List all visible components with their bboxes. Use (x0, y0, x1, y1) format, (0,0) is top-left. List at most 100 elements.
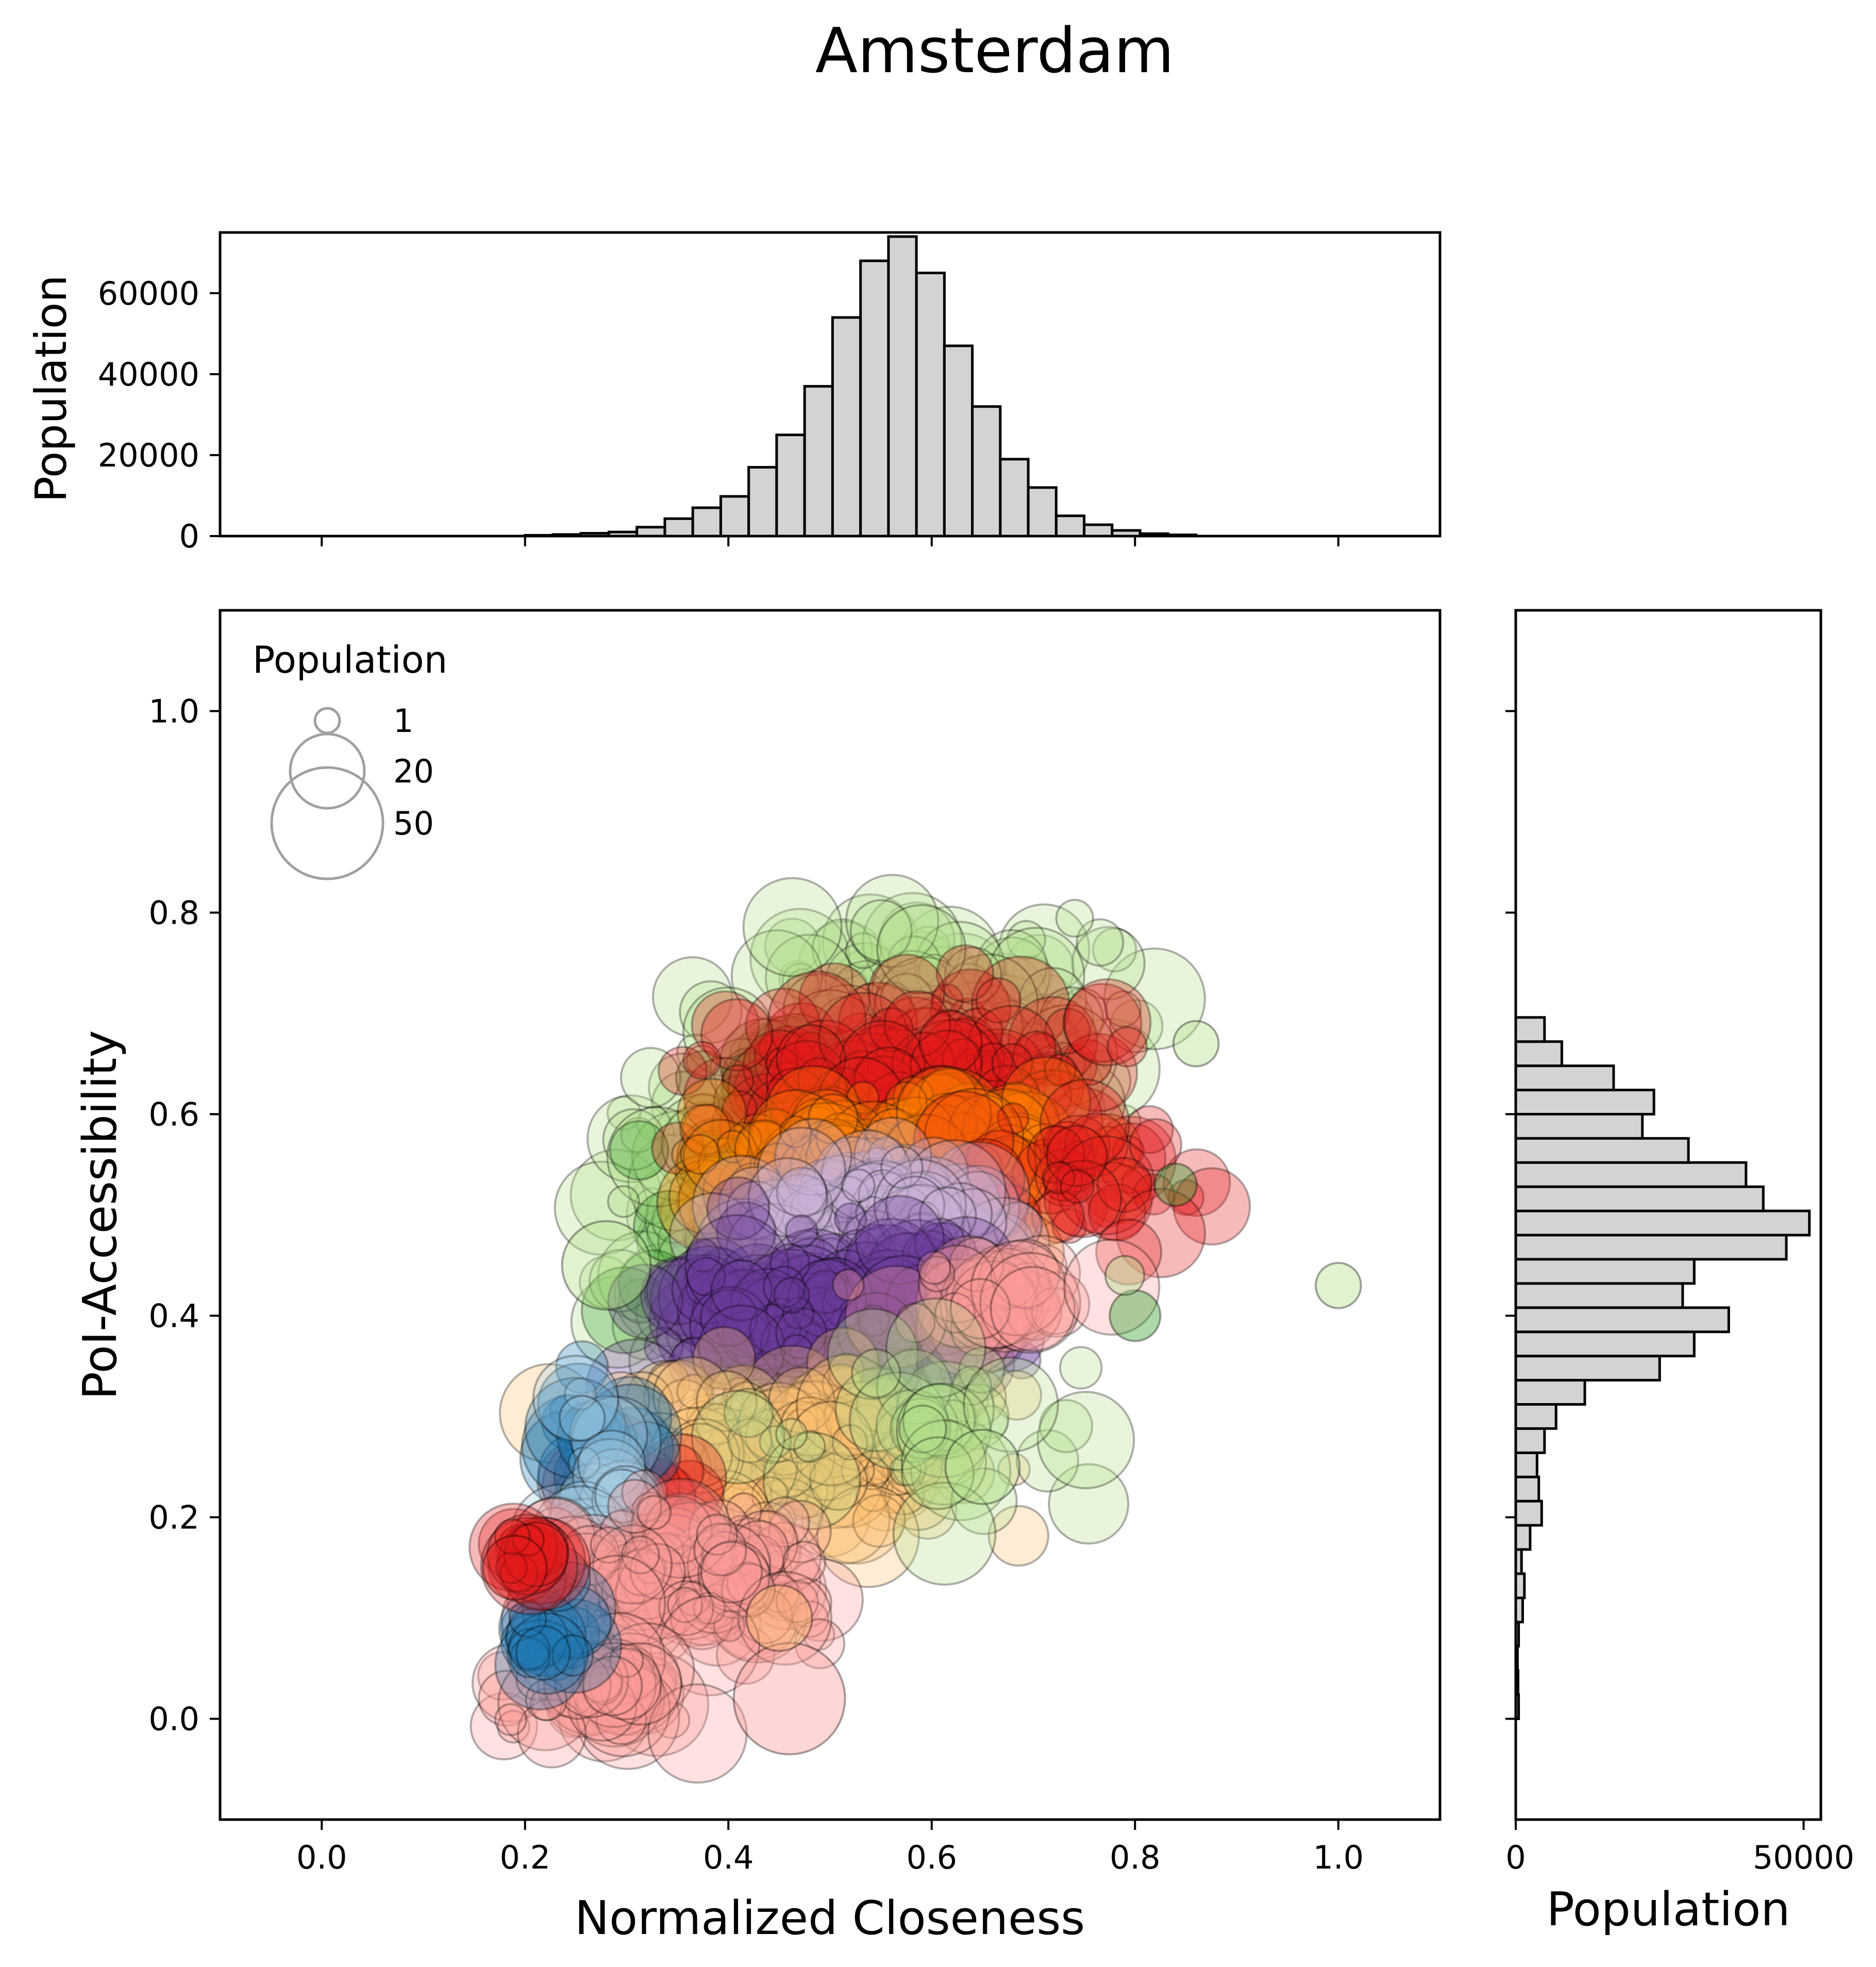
right-histogram-bar (1514, 1403, 1557, 1430)
scatter-point (779, 1019, 870, 1109)
scatter-point (882, 1458, 954, 1531)
scatter-point (880, 1145, 924, 1189)
scatter-point (998, 1113, 1059, 1173)
scatter-point (710, 1259, 773, 1322)
scatter-point (780, 1333, 813, 1367)
scatter-point (797, 921, 892, 1015)
scatter-point (856, 1377, 913, 1434)
scatter-point (834, 1050, 892, 1108)
scatter-point (898, 1480, 958, 1540)
scatter-point (749, 908, 850, 1009)
scatter-point (803, 1269, 848, 1314)
scatter-point (629, 1565, 672, 1607)
scatter-point (859, 1103, 904, 1148)
scatter-point (816, 1484, 920, 1588)
scatter-point (938, 1196, 981, 1239)
scatter-point (588, 1486, 640, 1538)
scatter-point (668, 1115, 739, 1187)
scatter-point (497, 1655, 594, 1752)
scatter-point (647, 1683, 748, 1784)
scatter-point (692, 1583, 739, 1630)
scatter-point (979, 1268, 1062, 1352)
scatter-point (853, 1116, 932, 1196)
scatter-point (808, 1192, 854, 1237)
scatter-point (596, 1482, 639, 1525)
scatter-point (558, 1404, 638, 1483)
scatter-point (689, 1176, 764, 1252)
scatter-point (618, 1485, 657, 1524)
scatter-point (1046, 1125, 1109, 1187)
scatter-point (614, 1419, 688, 1492)
scatter-point (620, 1116, 657, 1154)
scatter-point (643, 1327, 684, 1367)
scatter-point (470, 1692, 539, 1761)
scatter-point (830, 1063, 872, 1105)
scatter-point (571, 1395, 662, 1487)
scatter-point (910, 1420, 1012, 1522)
scatter-point (572, 1612, 666, 1706)
scatter-point (731, 1311, 795, 1375)
scatter-point (833, 1202, 867, 1236)
scatter-point (799, 1232, 867, 1301)
scatter-point (665, 1295, 739, 1369)
scatter-point (599, 1560, 684, 1646)
scatter-point (760, 1175, 856, 1271)
scatter-point (975, 1405, 1009, 1439)
scatter-point (987, 926, 1085, 1025)
top-y-tick-label: 0 (179, 518, 199, 555)
scatter-point (718, 1072, 824, 1177)
scatter-point (1048, 1177, 1108, 1237)
scatter-point (686, 1400, 719, 1433)
scatter-point (838, 1047, 874, 1082)
scatter-panel: 0.0 0.2 0.4 0.6 0.8 1.00.00.20.40.60.81.0 Nor… (73, 609, 1442, 1945)
scatter-point (698, 1137, 752, 1191)
scatter-point (658, 1245, 762, 1349)
scatter-point (718, 1239, 761, 1282)
scatter-point (864, 1043, 937, 1116)
scatter-point (881, 1188, 949, 1256)
scatter-point (569, 1148, 663, 1242)
scatter-point (928, 1182, 993, 1246)
right-histogram-xlabel: Population (1547, 1882, 1790, 1937)
scatter-point (970, 1037, 1003, 1071)
scatter-point (739, 1501, 796, 1559)
scatter-point (846, 1224, 927, 1305)
scatter-point (713, 1609, 746, 1643)
scatter-point (587, 1458, 653, 1524)
scatter-point (763, 1228, 865, 1330)
scatter-point (695, 1268, 766, 1340)
scatter-point (722, 1377, 757, 1412)
scatter-point (538, 1630, 642, 1734)
scatter-point (933, 1238, 970, 1275)
scatter-point (891, 1031, 956, 1096)
scatter-point (837, 981, 918, 1062)
scatter-point (890, 1164, 954, 1229)
scatter-point (691, 1502, 726, 1537)
top-histogram-bar (803, 385, 834, 538)
scatter-point (641, 1543, 746, 1647)
scatter-point (919, 1053, 1015, 1148)
scatter-point (560, 1658, 631, 1730)
scatter-point (923, 1132, 974, 1183)
scatter-point (919, 1321, 994, 1395)
scatter-point (791, 1328, 841, 1378)
scatter-point (610, 1412, 708, 1509)
scatter-point (765, 1145, 805, 1186)
scatter-point (762, 1581, 802, 1622)
scatter-point (889, 1133, 942, 1185)
scatter-point (885, 1263, 959, 1337)
scatter-point (718, 1306, 793, 1382)
scatter-point (834, 1367, 920, 1453)
scatter-point (853, 1422, 946, 1515)
scatter-point (480, 1516, 579, 1615)
scatter-point (784, 1402, 843, 1460)
x-tick-label: 0.4 (703, 1839, 754, 1876)
scatter-point (882, 1361, 932, 1411)
scatter-point (876, 1024, 930, 1078)
scatter-point (915, 1092, 978, 1155)
scatter-point (727, 1418, 773, 1464)
scatter-point (569, 1400, 666, 1497)
right-histogram-bar (1514, 1089, 1655, 1116)
scatter-point (668, 1253, 723, 1308)
scatter-point (855, 1477, 891, 1512)
